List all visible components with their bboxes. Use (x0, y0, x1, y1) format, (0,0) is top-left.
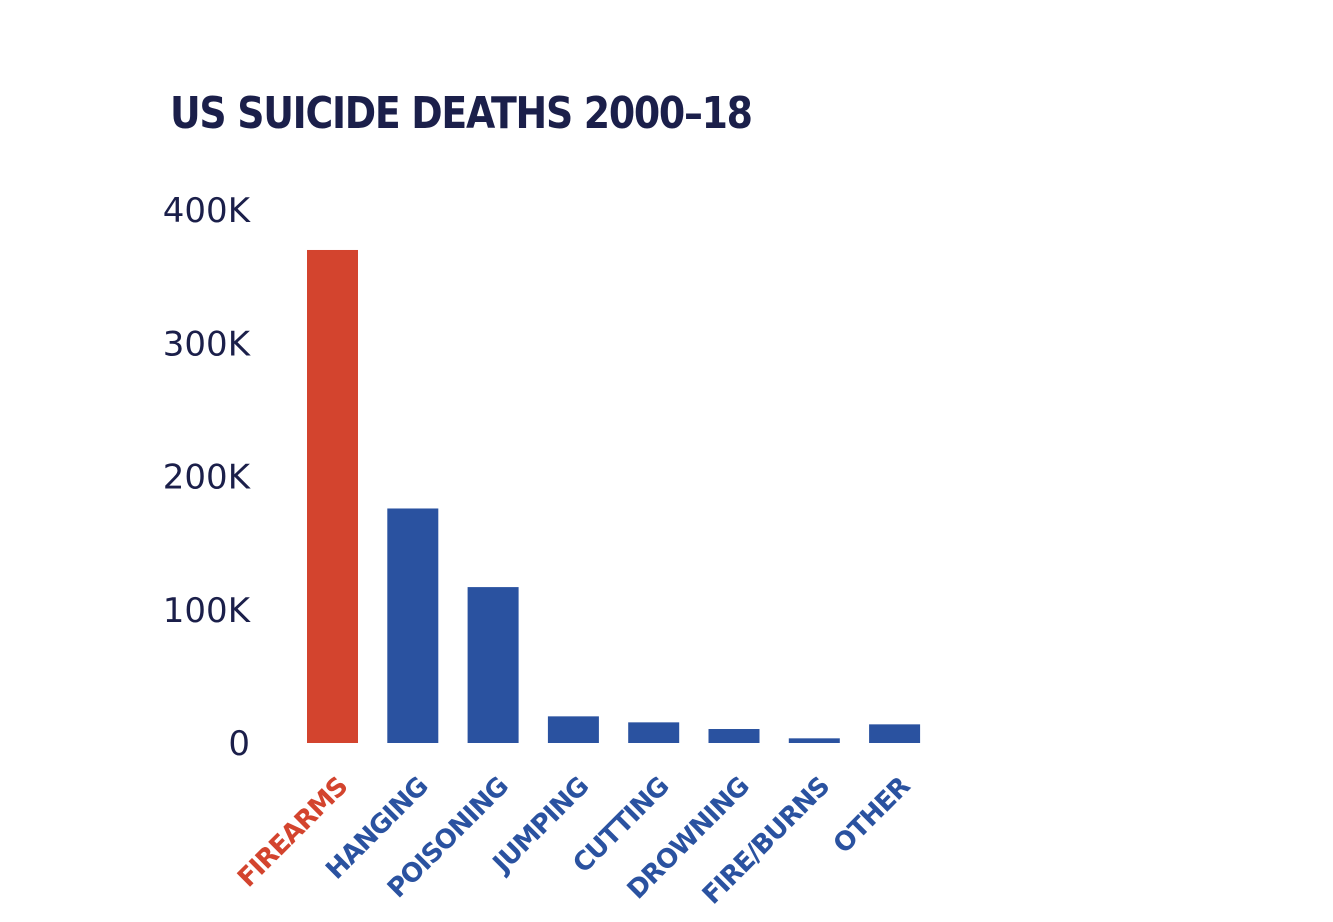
bar-fire-burns (788, 738, 840, 743)
bars (307, 249, 921, 743)
x-tick-label: OTHER (828, 771, 917, 860)
x-axis-labels: FIREARMSHANGINGPOISONINGJUMPINGCUTTINGDR… (232, 771, 916, 910)
chart-title: US SUICIDE DEATHS 2000–18 (170, 88, 753, 139)
bar-other (869, 724, 921, 743)
y-tick-label: 100K (163, 591, 252, 631)
y-tick-label: 200K (163, 458, 252, 498)
bar-jumping (547, 716, 599, 743)
bar-poisoning (467, 587, 519, 743)
y-tick-label: 400K (163, 191, 252, 231)
y-tick-label: 0 (228, 724, 250, 764)
bar-hanging (387, 508, 439, 743)
bar-drowning (708, 729, 760, 743)
y-tick-label: 300K (163, 324, 252, 364)
bar-cutting (628, 722, 680, 743)
y-axis-ticks: 0 100K 200K 300K 400K (163, 191, 252, 764)
bar-firearms (307, 249, 358, 743)
